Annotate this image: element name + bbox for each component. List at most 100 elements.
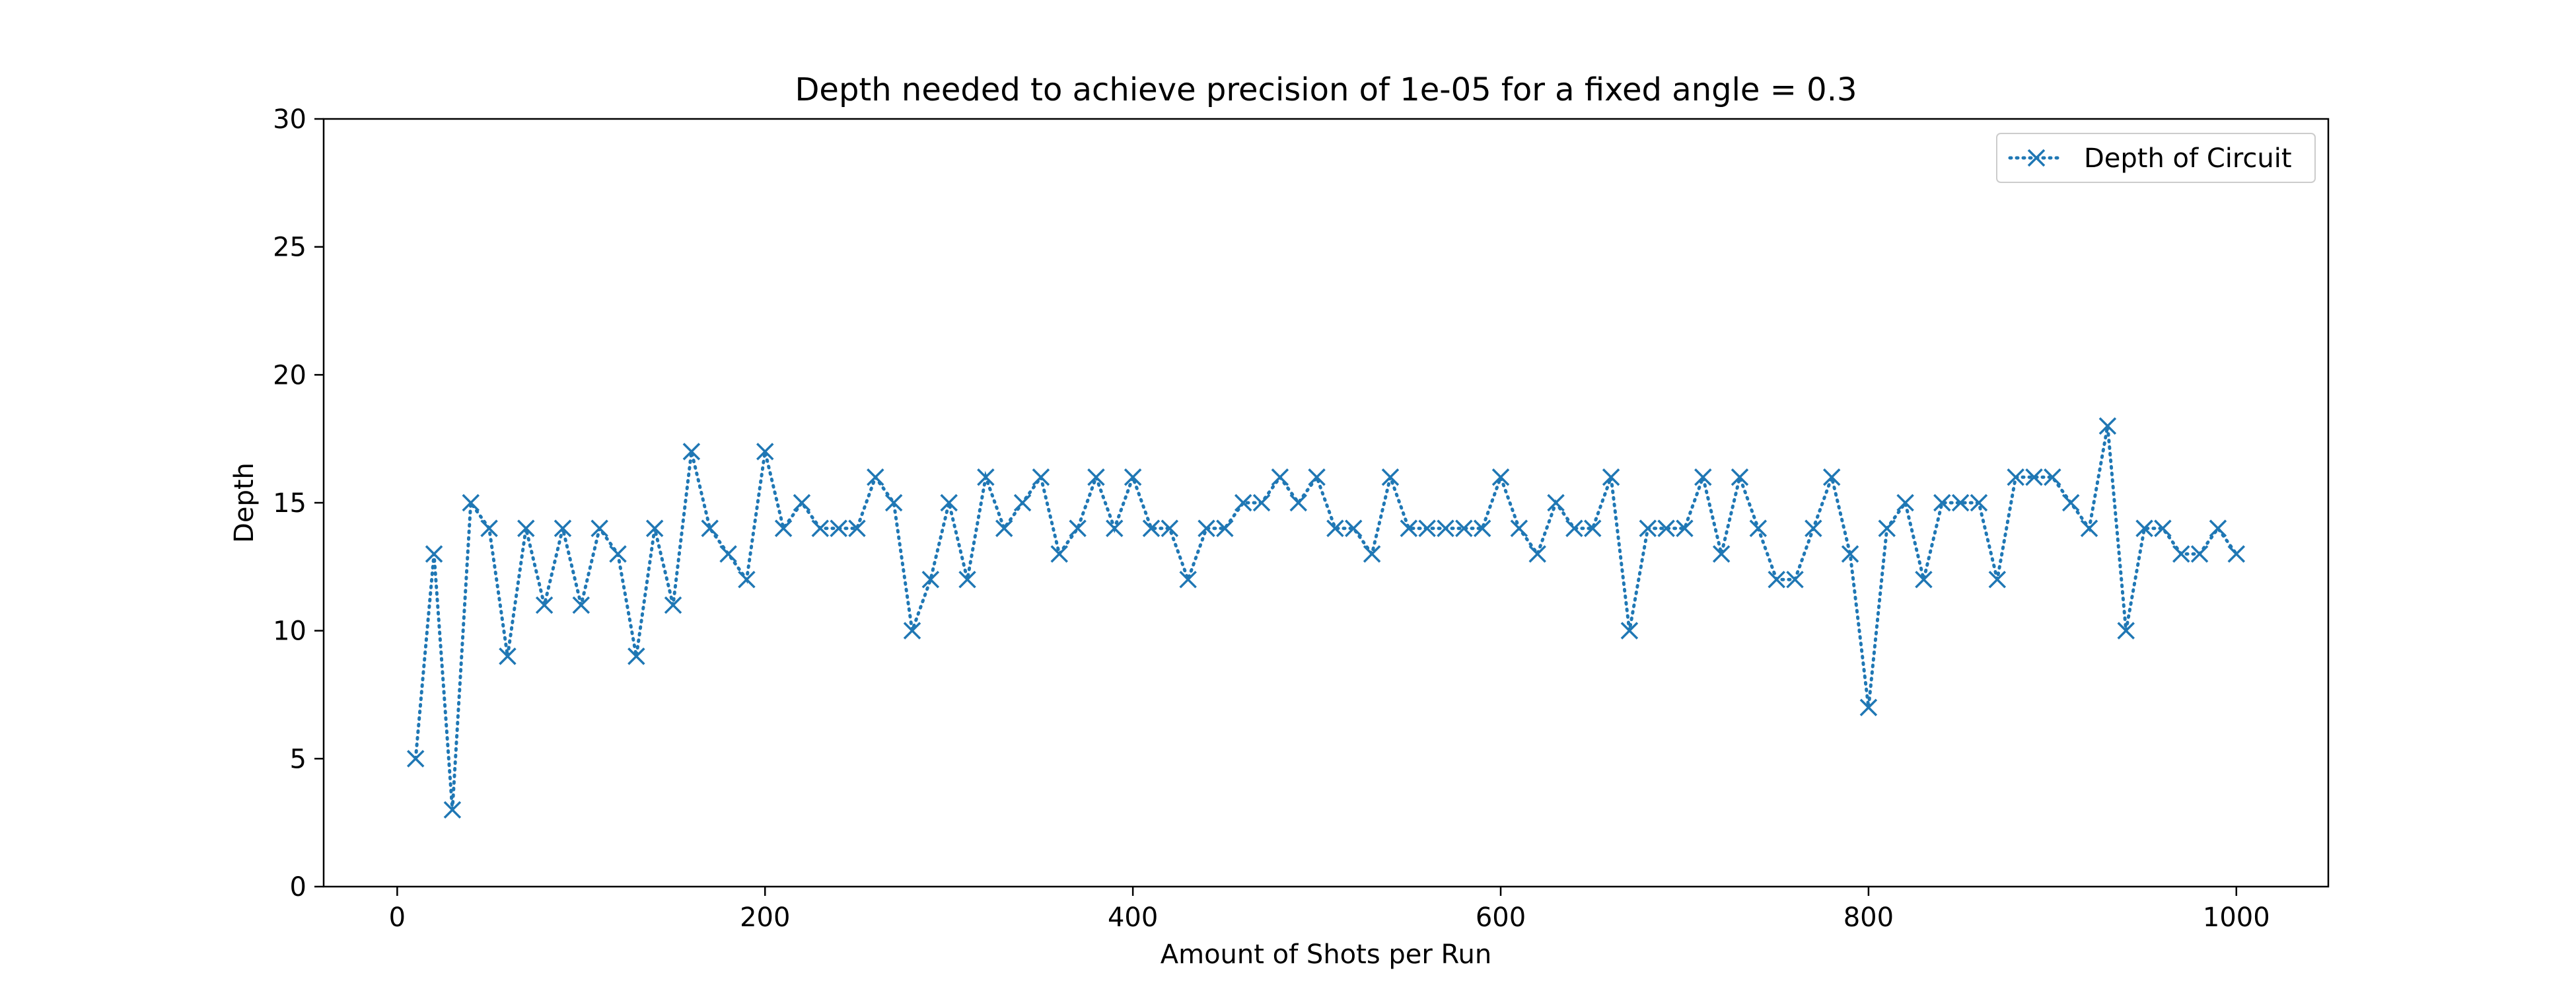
- data-point-marker: [1805, 519, 1822, 537]
- data-point-marker: [1712, 545, 1731, 563]
- data-point-marker: [590, 519, 608, 537]
- data-point-marker: [1455, 519, 1473, 537]
- data-point-marker: [884, 494, 903, 512]
- data-point-marker: [1896, 494, 1914, 512]
- data-point-marker: [701, 519, 719, 537]
- data-point-marker: [1473, 519, 1491, 537]
- x-tick-label: 0: [389, 902, 406, 933]
- data-point-marker: [1179, 570, 1197, 589]
- data-point-marker: [793, 494, 811, 512]
- data-point-marker: [2135, 519, 2153, 537]
- legend-label: Depth of Circuit: [2084, 143, 2292, 174]
- data-point-marker: [1602, 468, 1620, 486]
- data-point-marker: [1363, 545, 1381, 563]
- series-line: [413, 425, 2238, 810]
- legend: Depth of Circuit: [1996, 133, 2316, 183]
- data-point-marker: [2154, 519, 2172, 537]
- data-point-marker: [535, 596, 554, 614]
- data-point-marker: [1822, 468, 1841, 486]
- data-point-marker: [2117, 622, 2135, 640]
- data-point-marker: [609, 545, 627, 563]
- data-point-marker: [1878, 519, 1896, 537]
- data-point-marker: [1584, 519, 1602, 537]
- data-point-marker: [1768, 570, 1785, 589]
- data-point-marker: [682, 443, 701, 460]
- data-point-marker: [2190, 545, 2209, 563]
- data-point-marker: [1326, 519, 1344, 537]
- data-point-marker: [1418, 519, 1436, 537]
- data-point-marker: [1859, 698, 1878, 717]
- data-point-marker: [2098, 417, 2117, 435]
- data-point-marker: [1400, 519, 1418, 537]
- data-point-marker: [2172, 545, 2190, 563]
- y-axis-ticks: 0 5 10 15 20 25 30: [273, 104, 324, 902]
- data-point-marker: [1124, 468, 1142, 486]
- data-point-marker: [572, 596, 590, 614]
- data-point-marker: [1694, 468, 1712, 486]
- data-point-marker: [995, 519, 1013, 537]
- data-point-marker: [738, 570, 756, 589]
- data-point-marker: [1289, 494, 1307, 512]
- data-point-marker: [1620, 622, 1639, 640]
- y-tick-label: 10: [273, 616, 306, 647]
- data-point-marker: [1345, 519, 1363, 537]
- data-point-marker: [867, 468, 884, 486]
- data-point-marker: [1657, 519, 1675, 537]
- data-point-marker: [1749, 519, 1768, 537]
- data-point-marker: [499, 647, 517, 665]
- data-point-marker: [1841, 545, 1859, 563]
- data-point-marker: [1731, 468, 1749, 486]
- data-point-marker: [480, 519, 498, 537]
- y-tick-label: 0: [290, 872, 306, 902]
- data-point-marker: [940, 494, 958, 512]
- data-point-marker: [406, 750, 425, 768]
- data-point-marker: [1032, 468, 1050, 486]
- plot-frame: [322, 118, 2330, 888]
- data-point-marker: [1013, 494, 1032, 512]
- data-point-marker: [443, 801, 462, 819]
- data-point-marker: [664, 596, 682, 614]
- data-point-marker: [2007, 468, 2024, 486]
- data-point-marker: [1510, 519, 1528, 537]
- data-point-marker: [462, 494, 480, 512]
- data-point-marker: [1951, 494, 1970, 512]
- data-point-marker: [756, 443, 774, 460]
- x-tick-label: 800: [1843, 902, 1894, 933]
- y-tick-label: 20: [273, 360, 306, 390]
- x-tick-label: 1000: [2203, 902, 2270, 933]
- data-point-marker: [1087, 468, 1105, 486]
- data-point-marker: [811, 519, 830, 537]
- x-axis-label: Amount of Shots per Run: [1161, 939, 1491, 970]
- series-markers: [406, 417, 2246, 819]
- data-point-marker: [1565, 519, 1583, 537]
- data-point-marker: [977, 468, 995, 486]
- data-point-marker: [1198, 519, 1215, 537]
- data-point-marker: [1234, 494, 1252, 512]
- data-point-marker: [1786, 570, 1804, 589]
- data-point-marker: [2209, 519, 2227, 537]
- y-tick-label: 25: [273, 233, 306, 263]
- data-point-marker: [1547, 494, 1565, 512]
- data-point-marker: [1050, 545, 1068, 563]
- data-point-marker: [2061, 494, 2080, 512]
- data-point-marker: [2025, 468, 2043, 486]
- data-point-marker: [1161, 519, 1179, 537]
- data-point-marker: [921, 570, 940, 589]
- x-tick-label: 400: [1108, 902, 1158, 933]
- data-point-marker: [1639, 519, 1657, 537]
- data-point-marker: [1069, 519, 1087, 537]
- data-point-marker: [1142, 519, 1161, 537]
- data-point-marker: [1970, 494, 1988, 512]
- data-point-marker: [830, 519, 847, 537]
- data-point-marker: [1381, 468, 1400, 486]
- data-point-marker: [627, 647, 645, 665]
- x-axis-ticks: 0 200 400 600 800 1000: [389, 887, 2270, 933]
- data-point-marker: [958, 570, 976, 589]
- data-point-marker: [1308, 468, 1326, 486]
- data-point-marker: [1437, 519, 1454, 537]
- data-point-marker: [719, 545, 737, 563]
- data-point-marker: [517, 519, 535, 537]
- x-tick-label: 200: [740, 902, 790, 933]
- y-axis-label: Depth: [229, 462, 260, 543]
